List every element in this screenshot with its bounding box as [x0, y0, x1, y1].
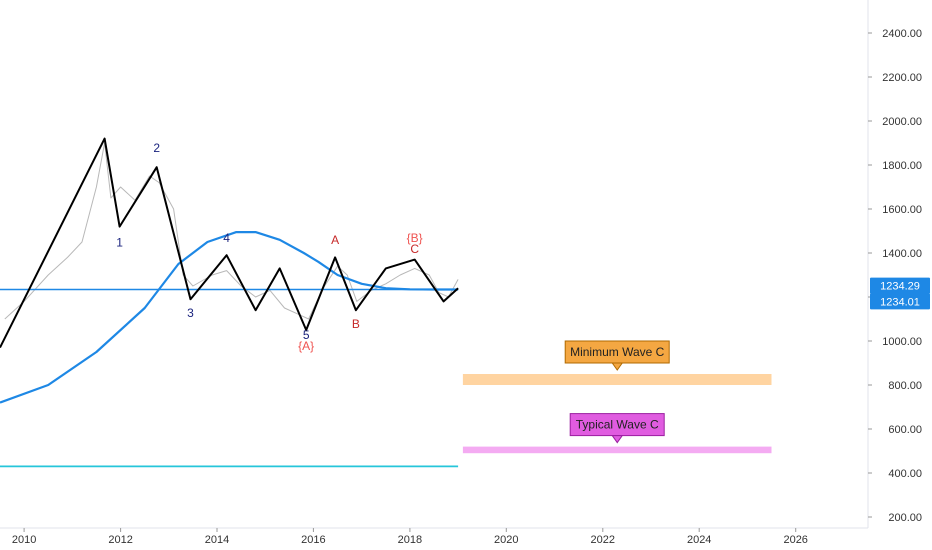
y-tick-label: 2400.00	[882, 28, 922, 40]
price-tags: 1234.29 1234.01	[870, 277, 930, 310]
min-wave-c-band	[462, 374, 772, 385]
y-tick-label: 600.00	[888, 424, 922, 436]
x-tick-label: 2012	[108, 534, 132, 546]
price-tag-box	[870, 293, 930, 310]
wave-label-6: A	[331, 233, 339, 247]
wave-labels: 1 2 3 4 5{A} A B {B}C	[116, 141, 422, 353]
y-tick-label: 2000.00	[882, 116, 922, 128]
plot-area[interactable]	[0, 137, 459, 468]
wave-label-0: 1	[116, 235, 123, 249]
wave-label-1: 2	[153, 141, 160, 155]
price-tag-label: 1234.29	[880, 281, 920, 293]
wave-label-8: {B}	[407, 231, 423, 245]
price-tag-label: 1234.01	[880, 296, 920, 308]
x-tick-label: 2024	[687, 534, 711, 546]
x-tick-label: 2022	[591, 534, 615, 546]
wave-label-9: C	[410, 242, 419, 256]
typical-wave-c-callout-label: Typical Wave C	[576, 418, 659, 432]
x-tick-label: 2016	[301, 534, 325, 546]
y-tick-label: 400.00	[888, 468, 922, 480]
y-tick-label: 1000.00	[882, 336, 922, 348]
y-tick-label: 1400.00	[882, 248, 922, 260]
x-tick-label: 2014	[205, 534, 229, 546]
y-tick-label: 800.00	[888, 380, 922, 392]
typical-wave-c-callout-pointer	[611, 435, 624, 444]
x-tick-label: 2026	[783, 534, 807, 546]
typical-wave-c-band	[462, 446, 772, 454]
x-tick-label: 2018	[398, 534, 422, 546]
y-tick-label: 1600.00	[882, 204, 922, 216]
y-tick-label: 1800.00	[882, 160, 922, 172]
min-wave-c-callout-pointer	[611, 362, 624, 371]
wave-label-3: 4	[223, 231, 230, 245]
min-wave-c-callout-label: Minimum Wave C	[570, 345, 665, 359]
x-tick-label: 2010	[12, 534, 36, 546]
price-tag-box	[870, 277, 930, 294]
wave-label-4: 5	[303, 328, 310, 342]
wave-label-5: {A}	[298, 339, 314, 353]
y-axis[interactable]: 200.00400.00600.00800.001000.001200.0014…	[868, 28, 922, 524]
wave-label-7: B	[352, 317, 360, 331]
x-tick-label: 2020	[494, 534, 518, 546]
y-tick-label: 200.00	[888, 512, 922, 524]
target-zones: Minimum Wave C Typical Wave C	[462, 340, 772, 454]
wave-label-2: 3	[187, 306, 194, 320]
x-axis[interactable]: 2010 2012 2014 2016 2018 2020 2022 2024 2026	[12, 528, 808, 546]
y-tick-label: 2200.00	[882, 72, 922, 84]
